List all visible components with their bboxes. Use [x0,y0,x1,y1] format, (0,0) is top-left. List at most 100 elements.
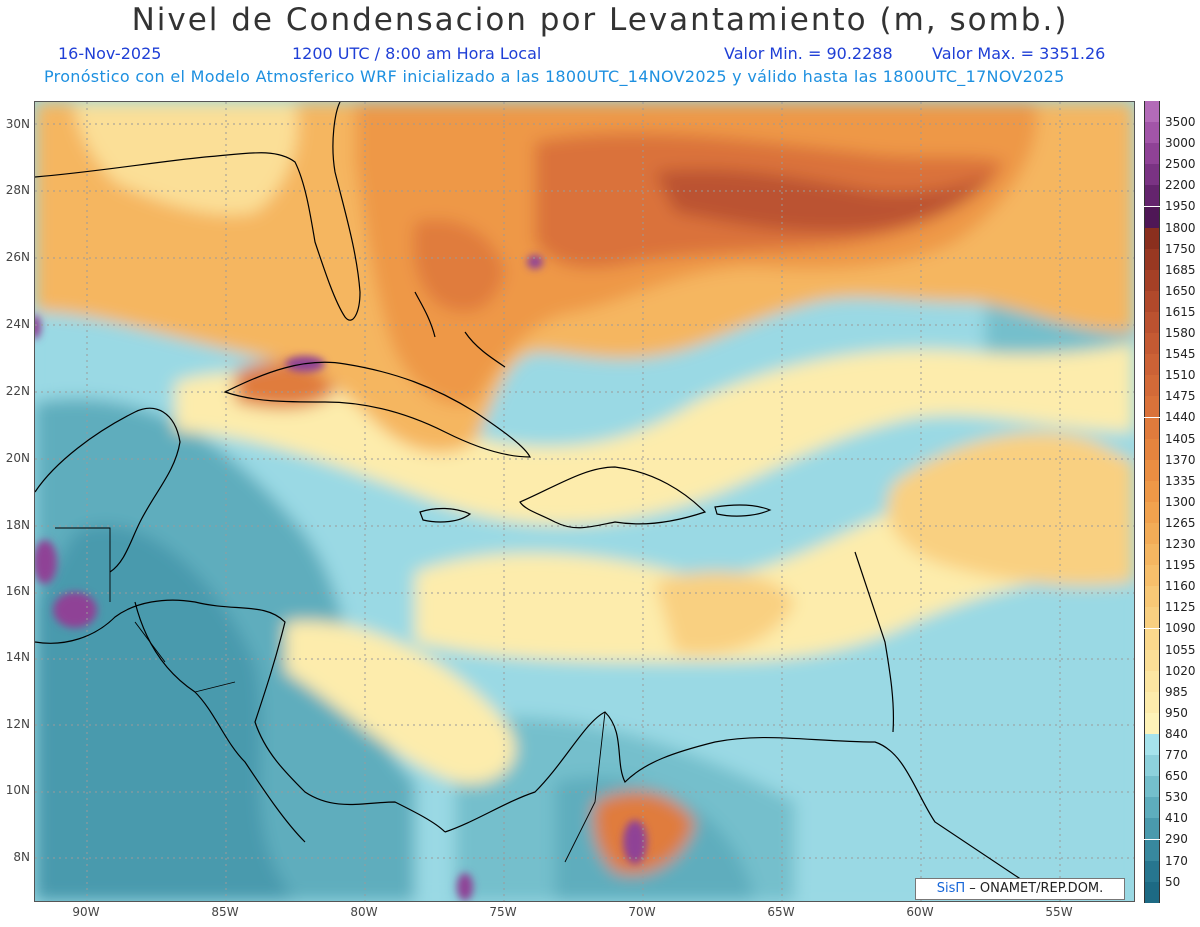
legend-label: 1370 [1165,452,1196,467]
legend-label: 1510 [1165,368,1196,383]
legend-row: 770 [1144,734,1200,762]
credit-box: SisΠ – ONAMET/REP.DOM. [915,878,1125,900]
lat-label: 12N [5,717,30,731]
legend-swatch [1144,101,1160,123]
legend-swatch [1144,734,1160,756]
max-value: Valor Max. = 3351.26 [932,44,1106,63]
lon-label: 75W [489,905,517,919]
legend-swatch [1144,860,1160,882]
legend-swatch [1144,839,1160,861]
legend-swatch [1144,438,1160,460]
lat-label: 24N [5,317,30,331]
legend-row: 1750 [1144,227,1200,256]
legend-row: 1475 [1144,375,1200,403]
credit-text: – ONAMET/REP.DOM. [965,881,1104,896]
legend-label: 1615 [1165,304,1196,319]
legend-row: 2500 [1144,143,1200,171]
legend-label: 1685 [1165,262,1196,277]
lat-label: 30N [5,117,30,131]
map-canvas[interactable] [34,101,1135,902]
legend-swatch [1144,290,1160,312]
graticule [35,102,1134,901]
legend-swatch [1144,670,1160,692]
legend-swatch [1144,881,1160,903]
color-legend: 3500 3000 2500 2200 1950 1800 1750 1685 1650 1615… [1144,101,1200,903]
lat-label: 16N [5,584,30,598]
legend-row: 530 [1144,776,1200,804]
legend-row: 1545 [1144,333,1200,361]
legend-swatch [1144,312,1160,334]
legend-row: 1125 [1144,586,1200,614]
map-title: Nivel de Condensacion por Levantamiento … [131,2,1069,38]
legend-row: 1020 [1144,649,1200,678]
legend-label: 410 [1165,811,1188,826]
legend-row: 1090 [1144,607,1200,635]
lon-label: 65W [767,905,795,919]
legend-label: 950 [1165,705,1188,720]
lat-label: 28N [5,183,30,197]
legend-swatch [1144,206,1160,228]
legend-label: 1265 [1165,515,1196,530]
lat-label: 18N [5,518,30,532]
legend-swatch [1144,607,1160,629]
legend-swatch [1144,333,1160,355]
min-value: Valor Min. = 90.2288 [724,44,893,63]
legend-swatch [1144,565,1160,587]
lat-label: 22N [5,384,30,398]
legend-row: 1230 [1144,523,1200,551]
legend-label: 3000 [1165,136,1196,151]
legend-swatch [1144,544,1160,566]
legend-row: 290 [1144,818,1200,846]
legend-row: 1370 [1144,438,1200,467]
legend-label: 985 [1165,684,1188,699]
lon-label: 90W [72,905,100,919]
legend-swatch [1144,480,1160,502]
model-subtitle: Pronóstico con el Modelo Atmosferico WRF… [44,67,1065,86]
lon-label: 70W [628,905,656,919]
legend-label: 1020 [1165,663,1196,678]
legend-swatch [1144,143,1160,165]
legend-swatch [1144,122,1160,144]
legend-label: 1125 [1165,600,1196,615]
legend-label: 1300 [1165,494,1196,509]
coastlines [35,102,1026,883]
legend-row: 1405 [1144,417,1200,446]
legend-swatch [1144,269,1160,291]
lon-label: 60W [906,905,934,919]
legend-swatch [1144,375,1160,397]
legend-label: 770 [1165,748,1188,763]
legend-row: 1685 [1144,248,1200,277]
legend-label: 1335 [1165,473,1196,488]
legend-row: 985 [1144,670,1200,699]
lon-label: 80W [350,905,378,919]
lcl-map [35,102,1134,901]
legend-row [1144,881,1200,903]
legend-label: 1405 [1165,431,1196,446]
legend-row: 1335 [1144,459,1200,488]
legend-row: 3000 [1144,122,1200,150]
legend-label: 50 [1165,874,1181,889]
legend-swatch [1144,712,1160,734]
legend-row: 840 [1144,712,1200,741]
legend-row: 650 [1144,755,1200,783]
forecast-time: 1200 UTC / 8:00 am Hora Local [292,44,542,63]
boundaries [55,527,606,863]
legend-label: 1160 [1165,579,1196,594]
forecast-date: 16-Nov-2025 [58,44,162,63]
legend-label: 650 [1165,769,1188,784]
legend-row: 170 [1144,839,1200,868]
legend-label: 290 [1165,832,1188,847]
legend-swatch [1144,164,1160,186]
legend-row: 1510 [1144,354,1200,382]
legend-label: 2500 [1165,157,1196,172]
legend-row: 1800 [1144,206,1200,235]
legend-swatch [1144,691,1160,713]
legend-label: 1950 [1165,199,1196,214]
legend-label: 1055 [1165,642,1196,657]
legend-swatch [1144,797,1160,819]
legend-label: 840 [1165,726,1188,741]
legend-label: 1650 [1165,283,1196,298]
legend-row: 1195 [1144,544,1200,572]
legend-swatch [1144,755,1160,777]
legend-label: 1090 [1165,621,1196,636]
